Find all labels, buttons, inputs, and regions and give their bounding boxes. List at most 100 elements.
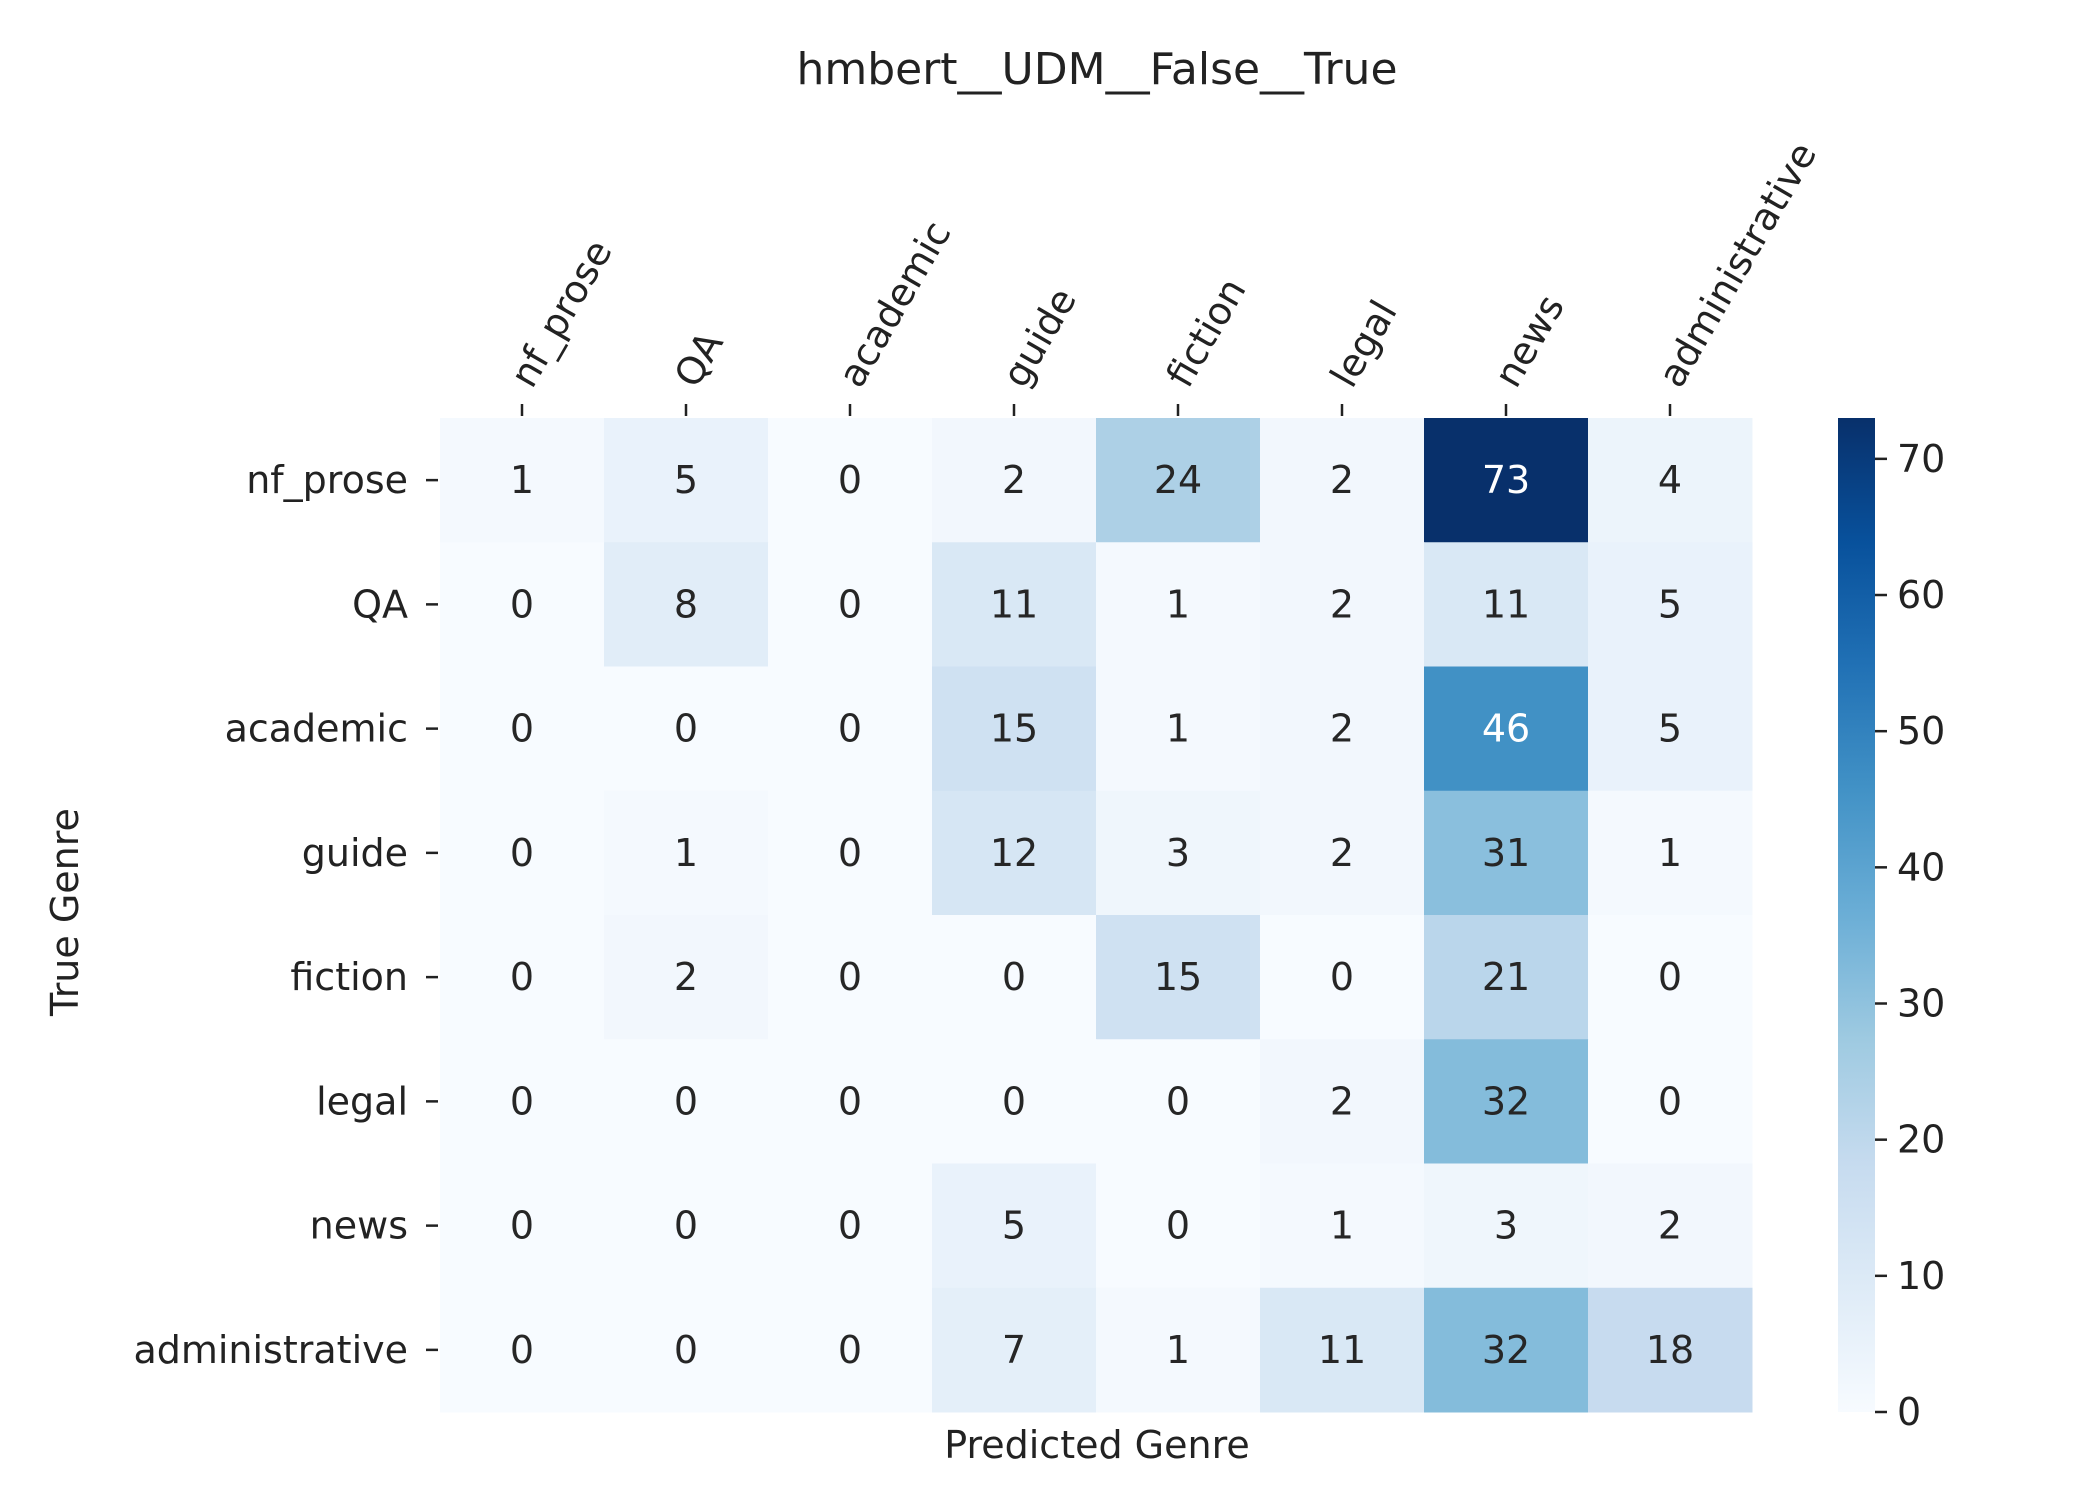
heatmap-cell <box>1260 1287 1425 1413</box>
heatmap-cell <box>1096 1163 1261 1289</box>
cell-value-label: 2 <box>1330 582 1354 626</box>
cell-value-label: 0 <box>674 707 698 751</box>
heatmap-cell <box>932 915 1097 1040</box>
cell-value-label: 4 <box>1658 458 1682 502</box>
heatmap-cell <box>932 1163 1097 1289</box>
heatmap-cell <box>440 790 605 916</box>
heatmap-cell <box>1424 542 1589 667</box>
cell-value-label: 0 <box>510 831 534 875</box>
heatmap-cell <box>440 418 605 543</box>
cell-value-label: 0 <box>510 955 534 999</box>
cell-value-label: 3 <box>1494 1204 1518 1248</box>
heatmap-cell <box>440 542 605 667</box>
cell-value-label: 1 <box>674 831 698 875</box>
cell-value-label: 0 <box>510 1328 534 1372</box>
x-tick-label: fiction <box>1158 271 1255 395</box>
cell-value-label: 1 <box>1166 582 1190 626</box>
heatmap-cell <box>1260 1163 1425 1289</box>
heatmap-cell <box>440 666 605 792</box>
heatmap-cells <box>440 418 1753 1413</box>
cell-value-label: 0 <box>1658 1079 1682 1123</box>
cell-value-label: 0 <box>838 582 862 626</box>
heatmap-cell <box>1260 542 1425 667</box>
cell-value-label: 0 <box>1330 955 1354 999</box>
cell-value-label: 0 <box>1002 955 1026 999</box>
colorbar-tick-label: 20 <box>1897 1118 1945 1162</box>
cell-value-label: 5 <box>1658 707 1682 751</box>
heatmap-cell <box>768 666 933 792</box>
heatmap-cell <box>1096 542 1261 667</box>
cell-value-label: 0 <box>510 1079 534 1123</box>
heatmap-cell <box>932 790 1097 916</box>
cell-value-label: 1 <box>1658 831 1682 875</box>
heatmap-cell <box>1588 418 1753 543</box>
colorbar-tick-label: 40 <box>1897 845 1945 889</box>
x-tick-label: news <box>1486 287 1573 394</box>
heatmap-cell <box>604 418 769 543</box>
heatmap-cell <box>1424 418 1589 543</box>
y-tick-label: QA <box>352 582 408 626</box>
heatmap-cell <box>932 1287 1097 1413</box>
heatmap-cell <box>1096 790 1261 916</box>
cell-value-label: 0 <box>838 458 862 502</box>
heatmap-cell <box>604 915 769 1040</box>
heatmap-cell <box>1588 915 1753 1040</box>
heatmap-cell <box>932 1039 1097 1164</box>
heatmap-cell <box>768 418 933 543</box>
y-tick-label: fiction <box>290 955 408 999</box>
x-tick-label: academic <box>830 214 960 395</box>
cell-value-label: 0 <box>838 1328 862 1372</box>
heatmap-cell <box>1096 418 1261 543</box>
y-tick-label: administrative <box>133 1328 408 1372</box>
cell-value-label: 5 <box>1658 582 1682 626</box>
cell-value-label: 1 <box>1330 1204 1354 1248</box>
heatmap-cell <box>440 1287 605 1413</box>
cell-value-label: 0 <box>838 1079 862 1123</box>
cell-value-label: 18 <box>1646 1328 1694 1372</box>
y-tick-label: legal <box>316 1079 408 1123</box>
cell-value-label: 2 <box>1330 1079 1354 1123</box>
cell-value-label: 11 <box>990 582 1038 626</box>
heatmap-cell <box>440 1163 605 1289</box>
cell-value-label: 3 <box>1166 831 1190 875</box>
colorbar-tick-label: 10 <box>1897 1254 1945 1298</box>
cell-value-label: 2 <box>1330 831 1354 875</box>
heatmap-cell <box>1588 1287 1753 1413</box>
cell-value-label: 1 <box>1166 1328 1190 1372</box>
cell-value-label: 5 <box>674 458 698 502</box>
cell-value-label: 8 <box>674 582 698 626</box>
x-tick-label: legal <box>1322 293 1406 395</box>
heatmap-cell <box>1260 1039 1425 1164</box>
heatmap-cell <box>1424 915 1589 1040</box>
cell-value-label: 1 <box>510 458 534 502</box>
cell-value-label: 0 <box>838 831 862 875</box>
colorbar-tick-label: 60 <box>1897 573 1945 617</box>
heatmap-cell <box>1424 1287 1589 1413</box>
cell-value-label: 31 <box>1482 831 1530 875</box>
x-tick-label: guide <box>994 280 1085 394</box>
cell-value-label: 15 <box>990 707 1038 751</box>
x-tick-label: QA <box>666 324 732 394</box>
cell-value-label: 2 <box>1330 707 1354 751</box>
y-tick-label: guide <box>302 831 408 875</box>
heatmap-cell <box>604 542 769 667</box>
heatmap-cell <box>1588 790 1753 916</box>
cell-value-label: 2 <box>1658 1204 1682 1248</box>
heatmap-cell <box>932 542 1097 667</box>
heatmap-cell <box>1588 666 1753 792</box>
y-tick-label: nf_prose <box>246 458 408 502</box>
heatmap-cell <box>440 1039 605 1164</box>
cell-value-label: 0 <box>1002 1079 1026 1123</box>
cell-value-label: 32 <box>1482 1079 1530 1123</box>
heatmap-cell <box>1260 418 1425 543</box>
cell-value-label: 0 <box>838 1204 862 1248</box>
cell-value-label: 0 <box>674 1328 698 1372</box>
chart-title: hmbert__UDM__False__True <box>796 44 1397 95</box>
x-tick-label: administrative <box>1650 135 1825 395</box>
colorbar <box>1838 418 1875 1412</box>
heatmap-cell-labels: 1 5 0 2 24 2 73 40 8 0 11 1 2 11 50 0 0 15 1 2 46 50 1 0 12 3 2 31 1… <box>510 458 1694 1372</box>
heatmap-cell <box>1260 666 1425 792</box>
colorbar-tick-label: 0 <box>1897 1390 1921 1434</box>
heatmap-cell <box>1260 790 1425 916</box>
